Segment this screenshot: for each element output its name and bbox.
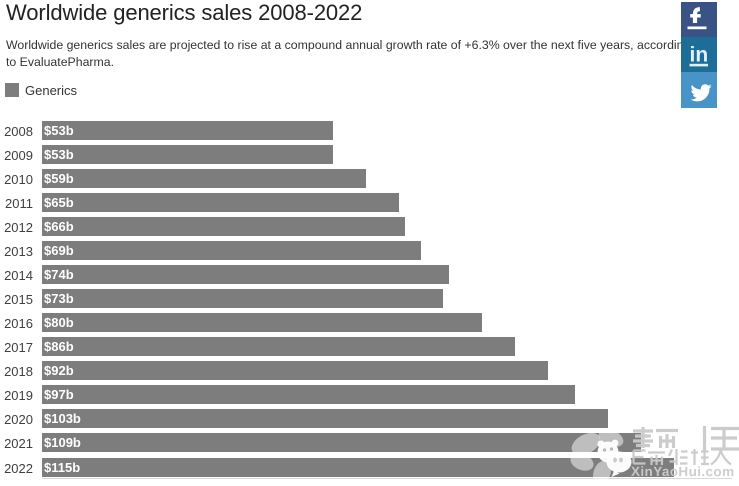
svg-text:in: in <box>690 44 709 67</box>
svg-text:XinYaoHui.com: XinYaoHui.com <box>631 464 735 479</box>
